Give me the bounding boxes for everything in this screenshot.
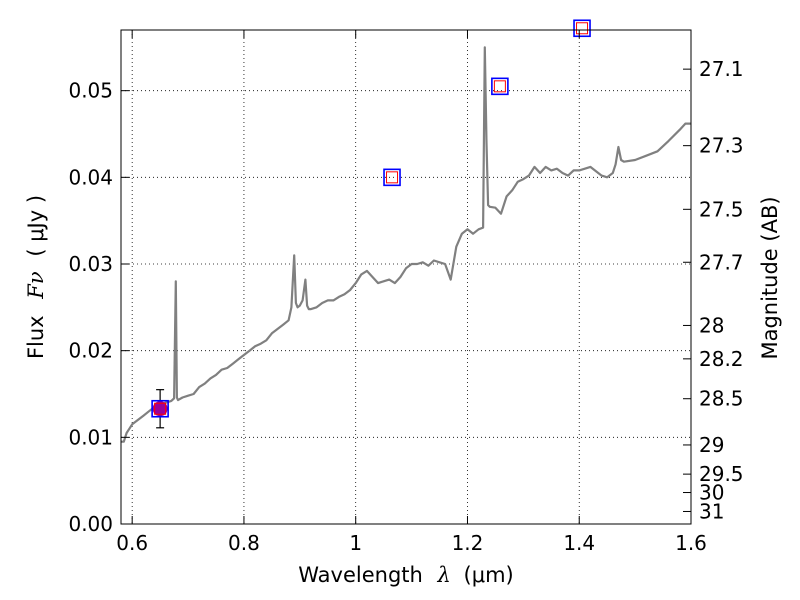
- x-axis-label-unit: (μm): [464, 563, 514, 587]
- x-axis-label-symbol: λ: [437, 563, 451, 587]
- y-tick-label: 0.04: [68, 165, 113, 189]
- y2-tick-label: 30: [699, 481, 724, 505]
- y-tick-label: 0.01: [68, 425, 113, 449]
- y2-tick-label: 28: [699, 313, 724, 337]
- x-tick-label: 1.2: [452, 531, 484, 555]
- y-tick-label: 0.02: [68, 339, 113, 363]
- model-photometry-inner-marker: [154, 402, 167, 415]
- x-tick-label: 1.4: [563, 531, 595, 555]
- model-photometry-inner-marker: [386, 171, 399, 184]
- model-photometry-marker: [151, 399, 169, 418]
- y-tick-label: 0.00: [68, 512, 113, 536]
- y-tick-label: 0.03: [68, 252, 113, 276]
- grid-lines: [121, 30, 691, 524]
- y2-tick-label: 28.5: [699, 387, 744, 411]
- y-axis-label-symbol: Fν: [24, 271, 48, 300]
- model-photometry-marker: [383, 168, 401, 187]
- x-tick-label: 0.8: [228, 531, 260, 555]
- y2-tick-label: 28.2: [699, 347, 744, 371]
- y-tick-label: 0.05: [68, 79, 113, 103]
- model-photometry-marker: [491, 77, 509, 96]
- x-tick-label: 0.6: [116, 531, 148, 555]
- observed-point: [152, 401, 168, 417]
- y2-tick-label: 27.5: [699, 197, 744, 221]
- spectrum-line: [121, 46, 691, 443]
- y-axis-label: Flux Fν ( μJy ): [24, 195, 48, 359]
- model-photometry-inner-marker: [576, 22, 589, 35]
- x-axis-label: Wavelength λ (μm): [298, 563, 513, 587]
- y2-axis-label: Magnitude (AB): [758, 196, 782, 359]
- y2-tick-label: 27.3: [699, 134, 744, 158]
- ticks: [121, 30, 692, 525]
- y2-tick-label: 27.7: [699, 250, 744, 274]
- y2-tick-label: 31: [699, 499, 724, 523]
- tick-labels: 0.8 1 1.2 1.4 1.6 0.60.00 0.01 0.02 0.03 0.04 0.05…: [68, 57, 743, 555]
- x-tick-label: 1.6: [675, 531, 707, 555]
- data-markers: [151, 19, 591, 429]
- x-axis-label-text: Wavelength: [298, 563, 423, 587]
- y-axis-label-unit: ( μJy ): [24, 195, 48, 257]
- model-photometry-inner-marker: [493, 80, 506, 93]
- x-tick-label: 1: [349, 531, 362, 555]
- model-photometry-marker: [573, 19, 591, 38]
- y2-tick-label: 29: [699, 433, 724, 457]
- spectrum-series: [121, 46, 691, 443]
- y2-tick-label: 29.5: [699, 462, 744, 486]
- plot-frame: [120, 29, 692, 525]
- y-axis-label-text: Flux: [24, 315, 48, 359]
- y2-tick-label: 27.1: [699, 57, 744, 81]
